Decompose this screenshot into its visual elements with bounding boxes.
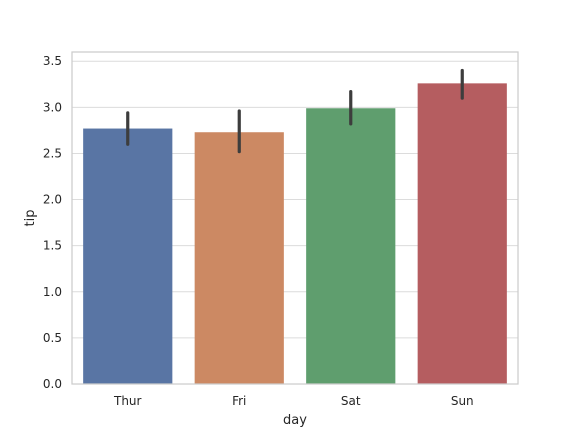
y-tick-label: 3.5 xyxy=(43,54,62,68)
y-tick-label: 0.0 xyxy=(43,377,62,391)
x-tick-labels: Thur Fri Sat Sun xyxy=(113,394,474,408)
x-tick-label-sat: Sat xyxy=(341,394,361,408)
y-tick-label: 2.0 xyxy=(43,193,62,207)
bar-fri xyxy=(194,132,284,384)
y-tick-label: 2.5 xyxy=(43,146,62,160)
y-tick-label: 1.5 xyxy=(43,239,62,253)
plot-frame xyxy=(71,51,519,385)
y-tick-label: 1.0 xyxy=(43,285,62,299)
x-tick-label-sun: Sun xyxy=(451,394,474,408)
y-tick-labels: 0.0 0.5 1.0 1.5 2.0 2.5 3.0 3.5 xyxy=(43,54,62,391)
x-tick-label-fri: Fri xyxy=(232,394,246,408)
y-axis-label: tip xyxy=(23,210,38,227)
bars xyxy=(83,83,507,384)
bar-thur xyxy=(83,128,173,384)
error-bars xyxy=(126,68,464,154)
x-axis-label: day xyxy=(283,413,307,428)
bar-sun xyxy=(417,83,507,384)
bar-sat xyxy=(306,108,396,384)
x-tick-label-thur: Thur xyxy=(113,394,142,408)
y-tick-label: 3.0 xyxy=(43,100,62,114)
y-tick-label: 0.5 xyxy=(43,331,62,345)
